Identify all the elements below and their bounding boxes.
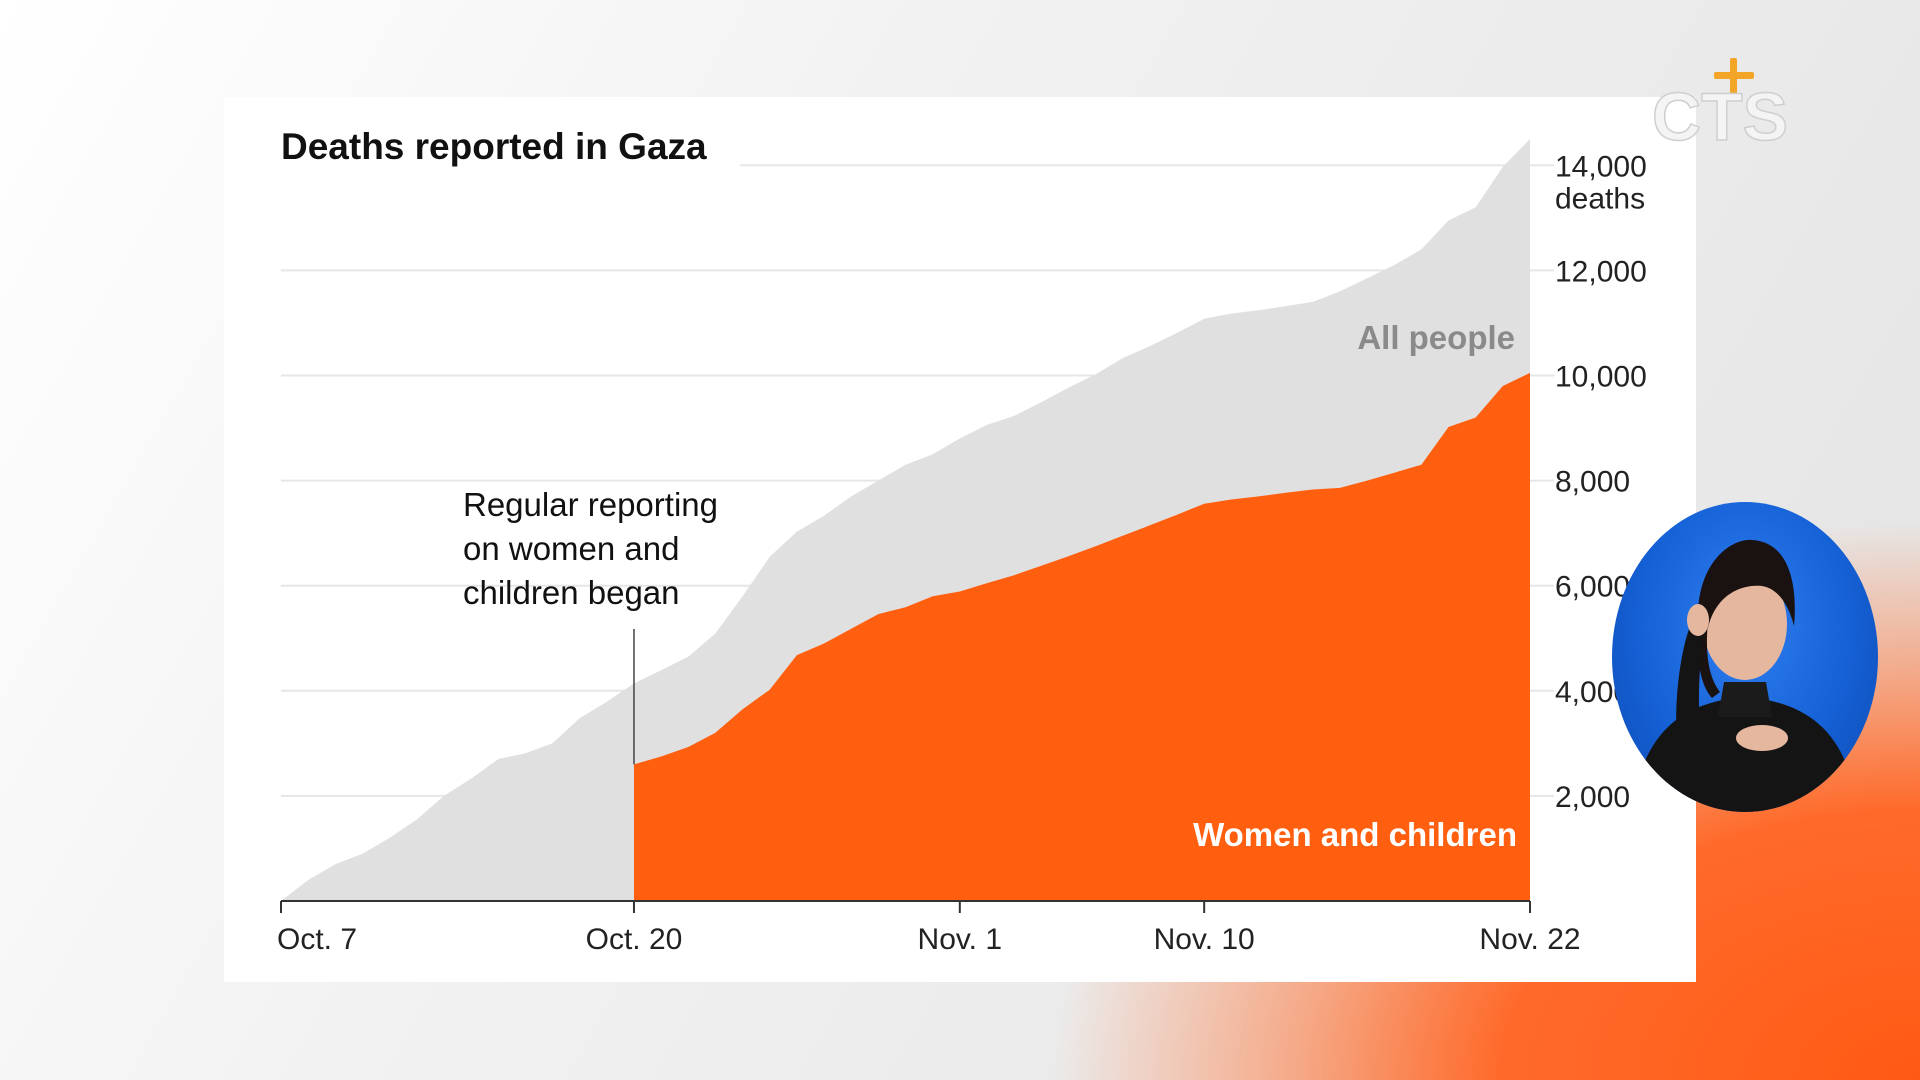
y-tick-label: 2,000 xyxy=(1555,781,1630,814)
x-tick-label: Nov. 22 xyxy=(1479,923,1580,956)
series-label-women-children: Women and children xyxy=(1193,816,1517,853)
x-tick-label: Nov. 1 xyxy=(918,923,1002,956)
cts-logo: CTS xyxy=(1648,58,1789,156)
cts-logo-graphic: CTS xyxy=(1651,58,1789,156)
series-label-all-people: All people xyxy=(1357,319,1515,356)
x-tick-label: Nov. 10 xyxy=(1154,923,1255,956)
svg-text:CTS: CTS xyxy=(1652,79,1788,148)
annotation-line-text: on women and xyxy=(463,530,679,567)
x-tick-label: Oct. 7 xyxy=(277,923,357,956)
x-tick-label: Oct. 20 xyxy=(586,923,683,956)
annotation-line-text: children began xyxy=(463,574,680,611)
x-axis-ticks: Oct. 7 Oct. 20 Nov. 1 Nov. 10 Nov. 22 xyxy=(277,901,1581,956)
y-tick-label: 6,000 xyxy=(1555,571,1630,604)
annotation-line-text: Regular reporting xyxy=(463,486,718,523)
title-background xyxy=(224,137,740,201)
deaths-area-chart: Deaths reported in Gaza 2,0004,0006,0008… xyxy=(224,126,1647,956)
sign-language-interpreter-inset xyxy=(1612,502,1878,812)
interpreter-image xyxy=(1632,539,1858,812)
y-tick-label: 10,000 xyxy=(1555,360,1647,393)
y-tick-label: 12,000 xyxy=(1555,255,1647,288)
chart-title: Deaths reported in Gaza xyxy=(281,126,707,167)
women-children-area xyxy=(633,372,1530,901)
annotation-text: Regular reporting on women and children be… xyxy=(463,486,718,611)
y-tick-label: 14,000 xyxy=(1555,150,1647,183)
y-axis-unit-label: deaths xyxy=(1555,182,1645,215)
chart-card: Deaths reported in Gaza 2,000 4,000 6,000 8… xyxy=(224,97,1696,982)
y-tick-label: 8,000 xyxy=(1555,466,1630,499)
